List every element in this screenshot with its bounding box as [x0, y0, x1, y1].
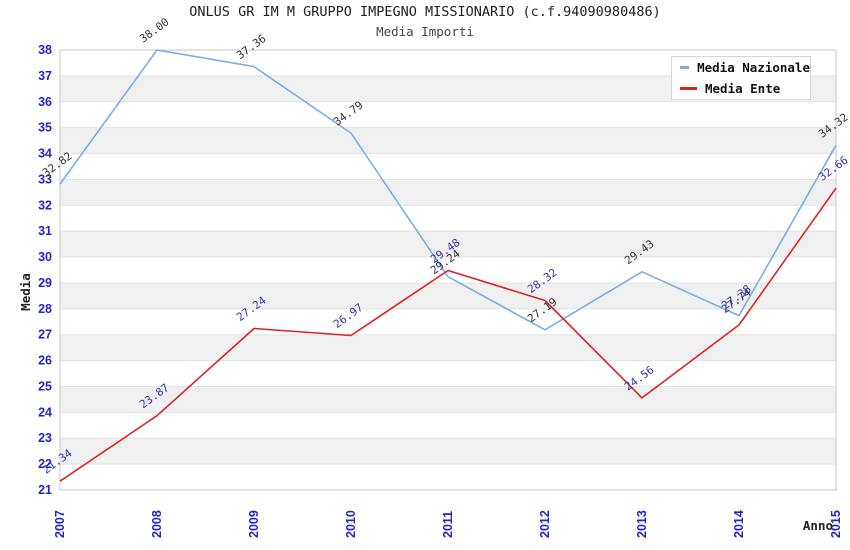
y-tick-label: 34	[38, 147, 52, 161]
y-tick-label: 30	[38, 250, 52, 264]
legend-swatch-nazionale-icon	[680, 66, 690, 69]
x-tick-label: 2015	[829, 510, 843, 538]
y-tick-label: 36	[38, 95, 52, 109]
y-tick-label: 28	[38, 302, 52, 316]
y-axis-title: Media	[18, 273, 33, 311]
y-tick-label: 26	[38, 354, 52, 368]
data-label-media-nazionale: 38.00	[137, 15, 171, 45]
plot-band	[60, 179, 836, 206]
y-tick-label: 29	[38, 276, 52, 290]
y-tick-label: 38	[38, 43, 52, 57]
legend-box: Media Nazionale Media Ente	[671, 56, 811, 100]
data-label-media-nazionale: 34.79	[331, 99, 365, 129]
data-label-media-nazionale: 37.36	[234, 32, 268, 62]
x-tick-label: 2010	[344, 510, 358, 538]
x-tick-label: 2012	[538, 510, 552, 538]
x-tick-label: 2014	[732, 510, 746, 538]
y-tick-label: 31	[38, 224, 52, 238]
plot-band	[60, 127, 836, 154]
y-tick-label: 37	[38, 69, 52, 83]
y-tick-label: 33	[38, 172, 52, 186]
y-tick-label: 25	[38, 379, 52, 393]
legend-label: Media Ente	[705, 81, 781, 96]
plot-band	[60, 334, 836, 361]
legend-label: Media Nazionale	[697, 60, 810, 75]
plot-band	[60, 438, 836, 465]
y-tick-label: 32	[38, 198, 52, 212]
y-tick-label: 35	[38, 121, 52, 135]
x-tick-label: 2011	[441, 511, 455, 538]
chart-title: ONLUS GR IM M GRUPPO IMPEGNO MISSIONARIO…	[189, 4, 661, 20]
plot-band	[60, 282, 836, 309]
legend-item-media-nazionale: Media Nazionale	[680, 60, 810, 75]
x-axis-title: Anno	[803, 518, 833, 533]
y-tick-label: 24	[38, 405, 52, 419]
x-tick-label: 2009	[247, 510, 261, 538]
chart-subtitle: Media Importi	[376, 24, 474, 39]
y-tick-label: 27	[38, 328, 52, 342]
plot-band	[60, 386, 836, 413]
series-line-media-nazionale	[59, 49, 837, 331]
y-tick-label: 21	[38, 483, 52, 497]
x-tick-label: 2007	[53, 510, 67, 538]
legend-item-media-ente: Media Ente	[680, 81, 810, 96]
x-tick-label: 2013	[635, 510, 649, 538]
y-tick-label: 22	[38, 457, 52, 471]
plot-band	[60, 231, 836, 258]
series-line-media-ente	[59, 187, 837, 482]
plot-border	[59, 49, 837, 491]
y-tick-label: 23	[38, 431, 52, 445]
x-tick-label: 2008	[150, 510, 164, 538]
legend-swatch-ente-icon	[680, 87, 697, 90]
